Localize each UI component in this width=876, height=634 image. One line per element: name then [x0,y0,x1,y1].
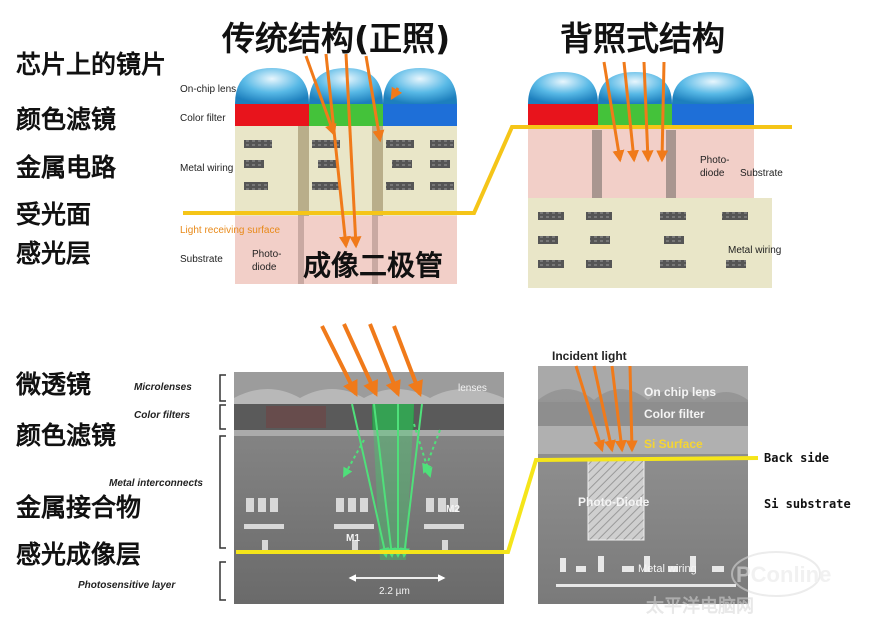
fsi-wiring-layer [235,126,457,216]
bsi-substrate-label: Substrate [740,168,783,179]
sem-right-light-arrows [574,365,638,453]
side-label-microlens: 微透镜 [15,370,91,399]
bsi-wiring-layer [528,198,772,288]
title-backside: 背照式结构 [560,19,725,58]
photodiode-overlay-label: 成像二极管 [303,249,443,282]
sem-green-light-cone [372,404,414,560]
sem-left-light-arrows [320,323,423,397]
si-substrate-label: Si substrate [764,497,851,511]
sem-m1-label: M1 [346,533,360,544]
sem-left-layer-labels: Microlenses Color filters Metal intercon… [78,374,226,601]
bsi-metal-wiring-label: Metal wiring [728,245,781,256]
watermark: PConline 太平洋电脑网 [646,551,831,617]
bottom-side-labels: 微透镜 颜色滤镜 金属接合物 感光成像层 [15,370,141,569]
fsi-lens-3 [383,68,457,104]
back-side-label: Back side [764,451,829,465]
bsi-lens-3 [672,72,754,104]
fsi-green-filter [309,104,383,126]
fsi-on-chip-lens-label: On-chip lens [180,84,236,95]
fsi-photo-diode-label-1: Photo- [252,249,281,260]
fsi-structure-diagram: On-chip lens Color filter Metal wiring L… [180,68,457,284]
side-label-photo-layer: 感光层 [16,239,91,268]
sem-scale-label: 2.2 µm [379,586,410,597]
sem-metal-interconnects-label: Metal interconnects [109,478,203,489]
sem-lenses-label: lenses [458,383,487,394]
sem-m2-label: M2 [446,504,460,515]
bsi-blue-filter [672,104,754,126]
fsi-substrate [235,216,457,284]
fsi-wire-blocks [244,140,454,190]
fsi-photo-diode-label-2: diode [252,262,277,273]
bottom-surface-line [236,456,759,554]
side-label-light-surface: 受光面 [16,200,91,229]
side-label-color-filter-2: 颜色滤镜 [16,421,116,450]
fsi-color-filter-label: Color filter [180,113,226,124]
side-label-metal-wiring: 金属电路 [15,153,117,182]
side-label-metal-interconnect: 金属接合物 [15,493,141,522]
fsi-lens-1 [235,68,309,104]
sem-right-on-chip-lens-label: On chip lens [644,385,716,399]
fsi-substrate-label: Substrate [180,254,223,265]
sem-right-wiring [556,556,736,587]
fsi-light-receiving-surface-label: Light receiving surface [180,225,280,236]
fsi-blue-filter [383,104,457,126]
watermark-chinese: 太平洋电脑网 [646,595,754,617]
bsi-light-arrows [602,61,669,163]
incident-light-label: Incident light [552,349,627,363]
bsi-structure-diagram: Photo- diode Substrate Metal wiring [528,72,783,288]
sem-right-image: On chip lens Color filter Si Surface Pho… [538,366,748,604]
top-side-labels: 芯片上的镜片 颜色滤镜 金属电路 受光面 感光层 [15,50,166,268]
bsi-lens-2 [598,72,672,104]
sem-photosensitive-layer-label: Photosensitive layer [78,580,176,591]
bsi-photo-diode-label-2: diode [700,168,725,179]
sem-green-rays [343,403,441,558]
sem-right-color-filter-label: Color filter [644,407,705,421]
side-label-imaging-layer: 感光成像层 [16,540,141,569]
sem-microlenses-label: Microlenses [134,382,192,393]
side-label-onchip-lens: 芯片上的镜片 [16,50,166,79]
fsi-metal-wiring-label: Metal wiring [180,163,233,174]
side-label-color-filter: 颜色滤镜 [16,105,116,134]
fsi-light-arrows [304,53,403,249]
sem-color-filters-label: Color filters [134,410,191,421]
bsi-green-filter [598,104,672,126]
fsi-red-filter [235,104,309,126]
bsi-lens-1 [528,72,598,104]
bsi-photo-diode-label-1: Photo- [700,155,729,166]
bsi-red-filter [528,104,598,126]
watermark-brand: PConline [736,562,831,587]
sem-right-si-surface-label: Si Surface [644,437,703,451]
bsi-wire-blocks [538,212,748,268]
sem-right-metal-wiring-label: Metal wiring [638,563,697,575]
sem-left-image: 2.2 µm lenses M1 M2 [234,372,504,604]
bsi-substrate [528,126,754,198]
sem-left-metal-features [244,498,464,550]
title-frontside: 传统结构(正照) [221,19,450,58]
top-surface-line [183,125,792,215]
sem-right-photo-diode-label: Photo-Diode [578,495,650,509]
